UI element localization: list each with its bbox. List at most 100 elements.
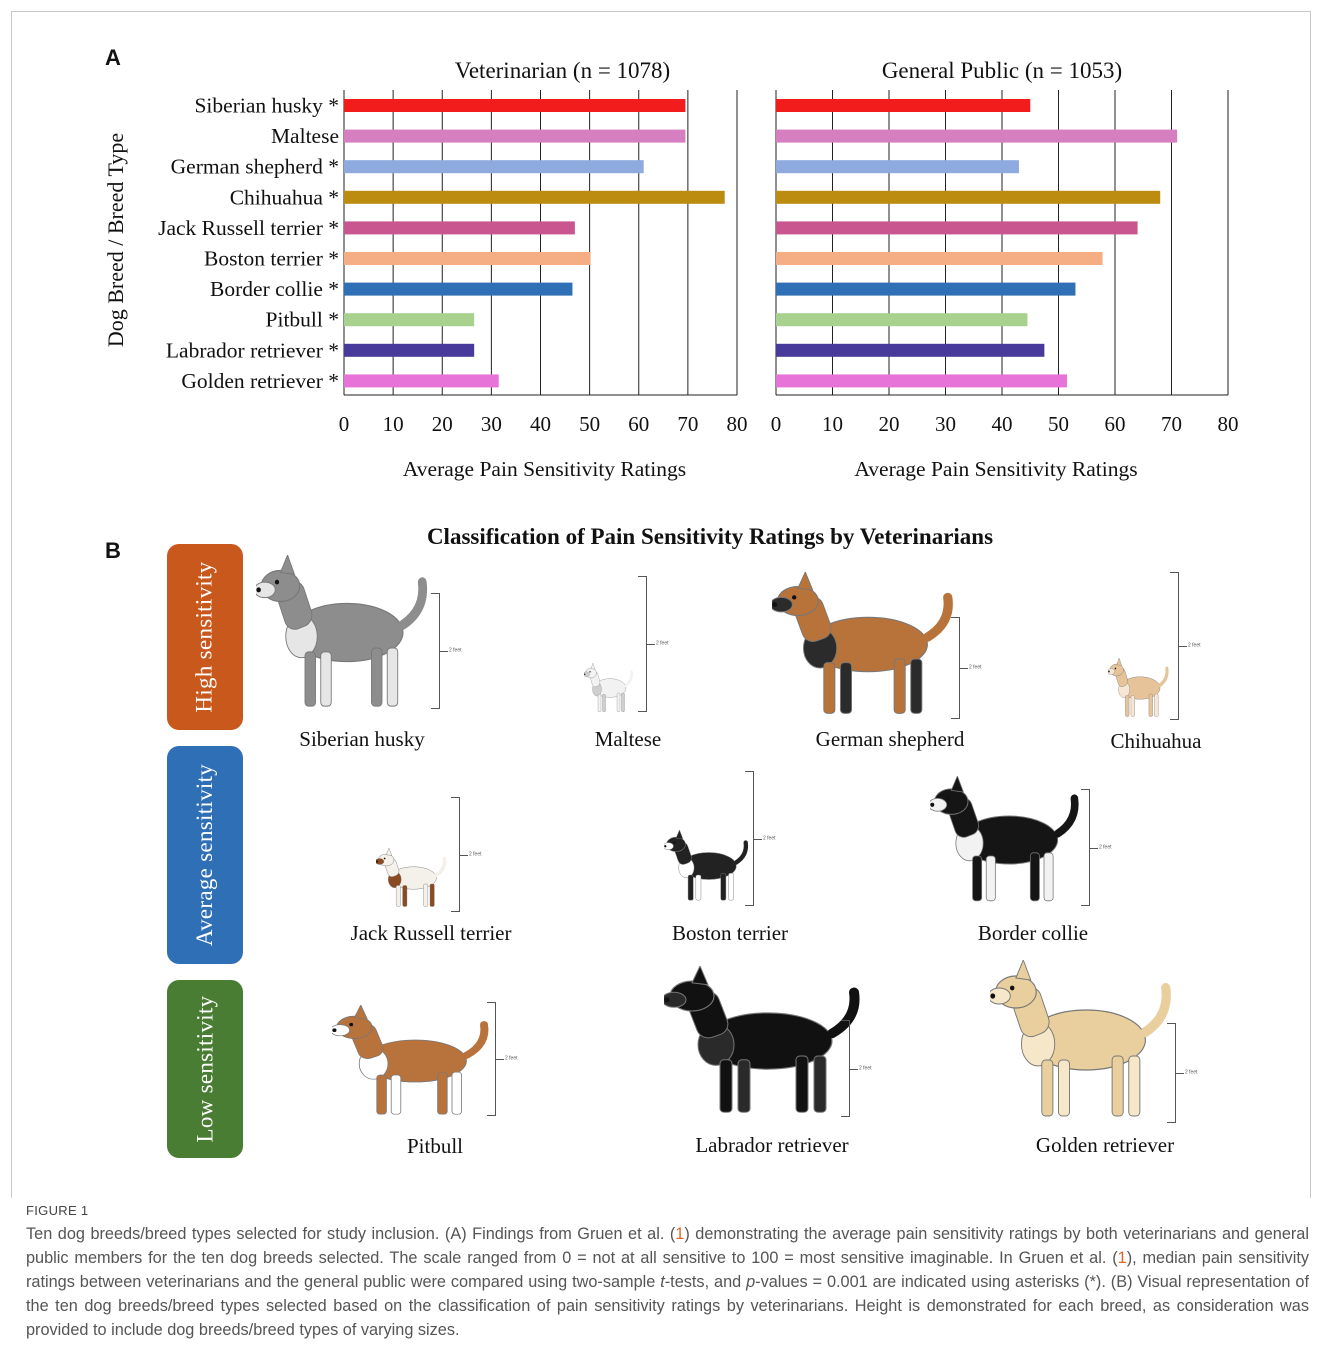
bar bbox=[344, 99, 686, 112]
bar bbox=[344, 282, 573, 296]
bar bbox=[776, 313, 1028, 327]
x-tick-label: 10 bbox=[383, 412, 404, 436]
panel-b-title: Classification of Pain Sensitivity Ratin… bbox=[426, 524, 994, 549]
bar bbox=[776, 160, 1019, 174]
dog-breed-label: Chihuahua bbox=[1110, 729, 1202, 753]
height-tick bbox=[850, 1068, 858, 1070]
bar bbox=[344, 374, 499, 388]
category-label: Border collie * bbox=[210, 277, 339, 301]
group-label: High sensitivity bbox=[192, 561, 217, 713]
x-tick-label: 50 bbox=[1048, 412, 1069, 436]
panel-a-label: A bbox=[105, 45, 121, 70]
category-label: German shepherd * bbox=[171, 155, 339, 179]
dog-breed-label: Pitbull bbox=[406, 1134, 464, 1158]
x-tick-label: 20 bbox=[879, 412, 900, 436]
x-tick-label: 60 bbox=[1105, 412, 1126, 436]
bar bbox=[776, 343, 1045, 357]
height-tick bbox=[1179, 646, 1187, 647]
dog-illustration bbox=[256, 555, 428, 707]
x-tick-label: 0 bbox=[339, 412, 350, 436]
x-axis-label: Average Pain Sensitivity Ratings bbox=[854, 457, 1137, 481]
dog-breed-label: Labrador retriever bbox=[695, 1133, 849, 1157]
category-label: Boston terrier * bbox=[204, 247, 339, 271]
group-low-sensitivity: Low sensitivity bbox=[167, 980, 243, 1158]
x-tick-label: 60 bbox=[628, 412, 649, 436]
x-axis-label: Average Pain Sensitivity Ratings bbox=[403, 457, 686, 481]
group-average-sensitivity: Average sensitivity bbox=[167, 746, 243, 964]
figure-frame bbox=[11, 11, 1311, 1198]
height-bracket: 2 feet bbox=[745, 771, 776, 906]
height-label: 2 feet bbox=[505, 1055, 518, 1062]
height-label: 2 feet bbox=[656, 640, 669, 647]
dog-illustration bbox=[664, 830, 749, 901]
bar bbox=[776, 99, 1031, 112]
bar bbox=[344, 343, 475, 357]
height-bracket: 2 feet bbox=[451, 797, 482, 912]
caption-italic-p: p bbox=[746, 1273, 756, 1291]
height-bracket: 2 feet bbox=[951, 617, 982, 719]
caption-text: ) Findings from Gruen et al. ( bbox=[461, 1225, 676, 1243]
x-tick-label: 50 bbox=[579, 412, 600, 436]
caption-text: ) Visual representation of the ten dog b… bbox=[26, 1273, 1309, 1339]
bar bbox=[344, 252, 591, 265]
height-tick bbox=[496, 1059, 504, 1060]
dog-breed-label: Jack Russell terrier bbox=[350, 921, 512, 945]
bar bbox=[344, 160, 644, 174]
dog-illustration bbox=[376, 848, 447, 907]
height-label: 2 feet bbox=[1188, 642, 1201, 649]
bar bbox=[776, 221, 1138, 235]
bar bbox=[776, 252, 1103, 265]
bar bbox=[344, 129, 686, 143]
height-bracket: 2 feet bbox=[1170, 572, 1201, 720]
dog-illustration bbox=[990, 960, 1171, 1117]
chart-title: Veterinarian (n = 1078) bbox=[455, 58, 670, 83]
x-tick-label: 70 bbox=[1161, 412, 1182, 436]
height-tick bbox=[960, 668, 968, 669]
bar bbox=[776, 129, 1178, 143]
height-label: 2 feet bbox=[969, 664, 982, 671]
x-tick-label: 40 bbox=[530, 412, 551, 436]
chart-title: General Public (n = 1053) bbox=[882, 58, 1122, 83]
category-label: Chihuahua * bbox=[230, 185, 339, 209]
dog-breed-label: Siberian husky bbox=[299, 727, 425, 751]
height-tick bbox=[1090, 847, 1098, 849]
x-tick-label: 70 bbox=[677, 412, 698, 436]
dog-breed-label: Maltese bbox=[594, 727, 662, 751]
dog-illustration bbox=[930, 776, 1079, 902]
height-bracket: 2 feet bbox=[1081, 789, 1112, 906]
figure-caption: Ten dog breeds/breed types selected for … bbox=[26, 1222, 1309, 1342]
height-tick bbox=[440, 651, 448, 652]
dog-illustration bbox=[1108, 658, 1169, 717]
height-label: 2 feet bbox=[763, 834, 776, 841]
dog-illustration bbox=[584, 663, 633, 712]
height-tick bbox=[754, 838, 762, 840]
dog-illustration bbox=[332, 1005, 489, 1115]
bar bbox=[344, 221, 575, 235]
bar bbox=[344, 313, 475, 327]
height-label: 2 feet bbox=[469, 850, 482, 857]
x-tick-label: 20 bbox=[432, 412, 453, 436]
category-label: Siberian husky * bbox=[194, 94, 339, 118]
dog-breed-label: Boston terrier bbox=[671, 921, 789, 945]
dog-breed-label: German shepherd bbox=[815, 727, 965, 751]
caption-reference-link[interactable]: 1 bbox=[675, 1225, 685, 1243]
category-label: Labrador retriever * bbox=[166, 338, 339, 362]
height-bracket: 2 feet bbox=[841, 1020, 872, 1117]
height-tick bbox=[460, 854, 468, 856]
category-label: Maltese bbox=[271, 124, 339, 148]
height-label: 2 feet bbox=[449, 647, 462, 654]
x-tick-label: 30 bbox=[935, 412, 956, 436]
caption-italic-t: t bbox=[660, 1273, 665, 1291]
caption-text: -values = 0.001 are indicated using aste… bbox=[755, 1273, 1117, 1291]
height-label: 2 feet bbox=[1185, 1069, 1198, 1076]
height-label: 2 feet bbox=[1099, 843, 1112, 850]
height-label: 2 feet bbox=[859, 1064, 872, 1071]
dog-breed-label: Golden retriever bbox=[1035, 1133, 1175, 1157]
x-tick-label: 80 bbox=[1218, 412, 1239, 436]
category-label: Pitbull * bbox=[266, 308, 339, 332]
pain-sensitivity-bar-charts: 0 10 20 30 40 50 60 70 80 Siberian husky * Maltese… bbox=[103, 58, 1239, 481]
group-label: Low sensitivity bbox=[192, 995, 218, 1143]
caption-reference-link[interactable]: 1 bbox=[1117, 1249, 1127, 1267]
bar bbox=[776, 190, 1161, 204]
bar bbox=[776, 374, 1067, 388]
